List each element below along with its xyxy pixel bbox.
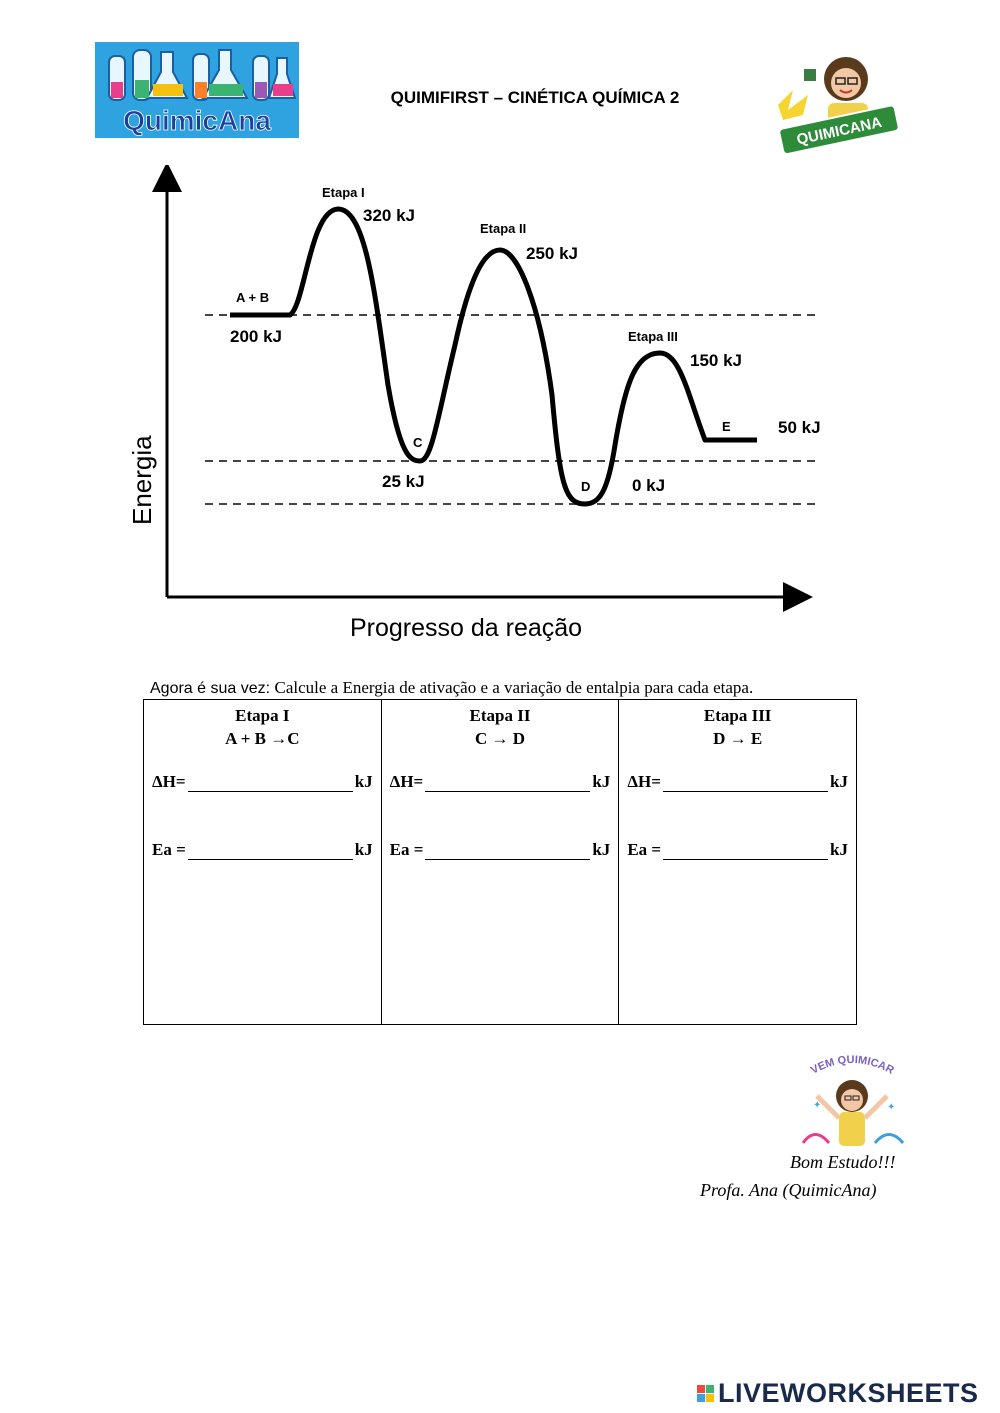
energy-curve: [230, 206, 757, 507]
step3-dh-row: ΔH= kJ: [627, 772, 848, 792]
step1-ea-row: Ea = kJ: [152, 840, 373, 860]
step2-column: Etapa II C → D ΔH= kJ Ea = kJ: [380, 699, 620, 1025]
instructions: Agora é sua vez: Calcule a Energia de at…: [150, 678, 753, 698]
step1-dh-label: ΔH=: [152, 772, 186, 791]
ab-energy: 200 kJ: [230, 327, 282, 346]
step3-dh-unit: kJ: [830, 772, 848, 791]
liveworksheets-logo-icon: [697, 1385, 714, 1402]
step2-dh-row: ΔH= kJ: [389, 772, 611, 792]
step3-ea-row: Ea = kJ: [627, 840, 848, 860]
step2-ea-label: Ea =: [389, 840, 424, 859]
vem-quimicar-sticker: VEM QUIMICAR ✦ ✦: [795, 1048, 910, 1153]
energy-diagram: Etapa I 320 kJ Etapa II 250 kJ Etapa III…: [127, 165, 821, 642]
step3-ea-label: Ea =: [627, 840, 662, 859]
quimicana-logo: QuimicAna: [95, 42, 299, 138]
x-axis-title: Progresso da reação: [350, 614, 582, 642]
step3-energy: 150 kJ: [690, 351, 742, 370]
step2-dh-input[interactable]: [425, 776, 591, 792]
liveworksheets-text: LIVEWORKSHEETS: [718, 1378, 979, 1408]
c-energy: 25 kJ: [382, 472, 425, 491]
step3-ea-input[interactable]: [663, 844, 829, 860]
exercise-table: Etapa I A + B →C ΔH= kJ Ea = kJ Etapa II…: [143, 699, 857, 1025]
svg-text:✦: ✦: [887, 1102, 895, 1113]
step2-dh-unit: kJ: [592, 772, 611, 791]
instructions-lead: Agora é sua vez:: [150, 680, 275, 697]
svg-text:VEM QUIMICAR: VEM QUIMICAR: [809, 1054, 896, 1077]
step1-label: Etapa I: [322, 185, 365, 200]
step2-ea-input[interactable]: [425, 844, 591, 860]
quimicana-avatar-logo: QUIMICANA: [768, 45, 908, 160]
ab-label: A + B: [236, 290, 269, 305]
step2-dh-label: ΔH=: [389, 772, 424, 791]
logo-left-text: QuimicAna: [123, 105, 271, 136]
step3-title: Etapa III: [703, 706, 772, 725]
step1-dh-input[interactable]: [187, 776, 353, 792]
step1-dh-row: ΔH= kJ: [152, 772, 373, 792]
step2-reaction: C → D: [474, 729, 526, 748]
svg-text:✦: ✦: [813, 1100, 821, 1111]
step3-dh-input[interactable]: [662, 776, 829, 792]
step3-ea-unit: kJ: [830, 840, 848, 859]
step1-ea-unit: kJ: [354, 840, 373, 859]
sticker-text: VEM QUIMICAR: [809, 1054, 896, 1077]
d-label: D: [581, 479, 590, 494]
step1-column: Etapa I A + B →C ΔH= kJ Ea = kJ: [143, 699, 382, 1025]
signature-bom-estudo: Bom Estudo!!!: [790, 1152, 896, 1172]
step1-energy: 320 kJ: [363, 206, 415, 225]
instructions-text: Calcule a Energia de ativação e a variaç…: [274, 678, 754, 697]
step2-ea-unit: kJ: [592, 840, 611, 859]
e-energy: 50 kJ: [778, 418, 821, 437]
c-label: C: [413, 435, 423, 450]
y-axis-title: Energia: [127, 435, 157, 525]
step2-ea-row: Ea = kJ: [389, 840, 611, 860]
step1-reaction: A + B →C: [225, 729, 300, 748]
step1-ea-input[interactable]: [187, 844, 353, 860]
step3-column: Etapa III D → E ΔH= kJ Ea = kJ: [618, 699, 857, 1025]
step1-title: Etapa I: [235, 706, 290, 725]
step1-ea-label: Ea =: [152, 840, 186, 859]
step3-reaction: D → E: [713, 729, 763, 748]
step1-dh-unit: kJ: [354, 772, 373, 791]
step2-energy: 250 kJ: [526, 244, 578, 263]
e-label: E: [722, 419, 731, 434]
step3-dh-label: ΔH=: [627, 772, 661, 791]
signature-author: Profa. Ana (QuimicAna): [700, 1180, 877, 1200]
page-title: QUIMIFIRST – CINÉTICA QUÍMICA 2: [390, 88, 680, 107]
liveworksheets-brand[interactable]: LIVEWORKSHEETS: [697, 1378, 979, 1409]
step2-label: Etapa II: [480, 221, 526, 236]
d-energy: 0 kJ: [632, 476, 665, 495]
step2-title: Etapa II: [469, 706, 531, 725]
step3-label: Etapa III: [628, 329, 678, 344]
